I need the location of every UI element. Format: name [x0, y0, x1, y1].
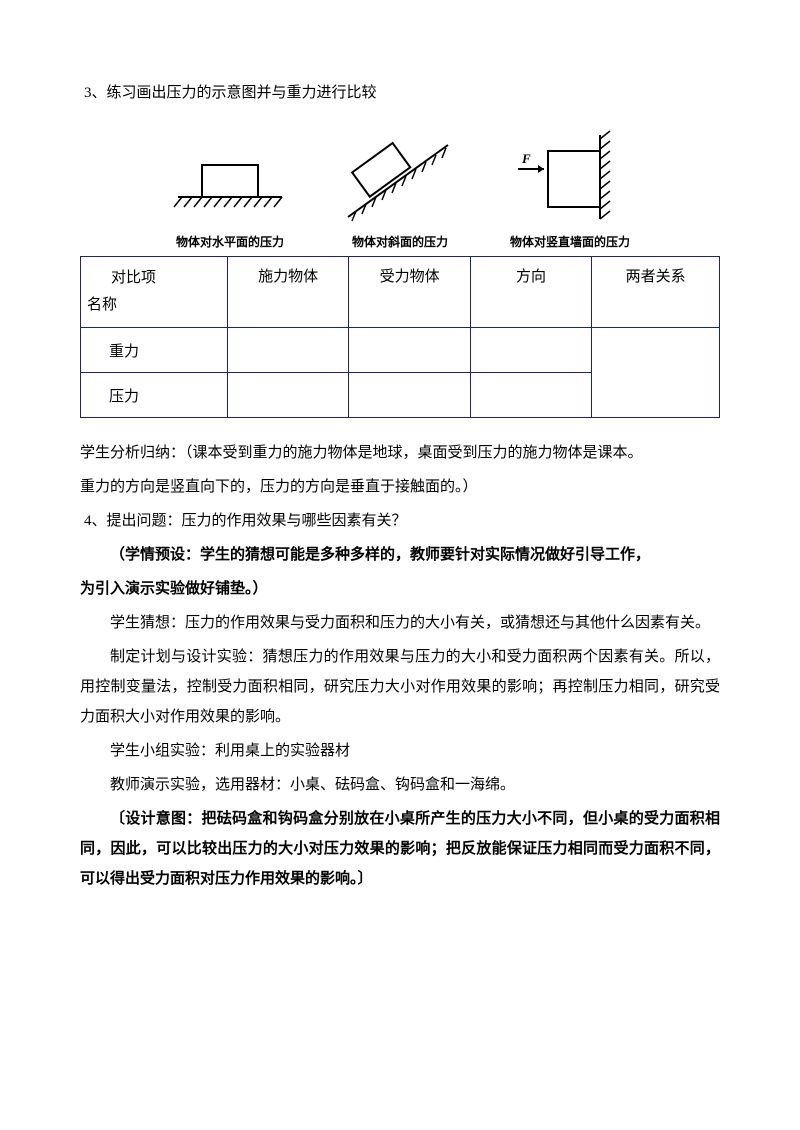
student-exp: 学生小组实验：利用桌上的实验器材	[80, 736, 720, 766]
plan-para: 制定计划与设计实验：猜想压力的作用效果与压力的大小和受力面积两个因素有关。所以，…	[80, 642, 720, 732]
diagram2: 物体对斜面的压力	[330, 127, 470, 250]
force-label: F	[521, 151, 531, 166]
th-col1-line2: 名称	[87, 292, 117, 319]
section3-title: 3、练习画出压力的示意图并与重力进行比较	[84, 80, 720, 107]
diagram1: 物体对水平面的压力	[160, 127, 300, 250]
row2-name: 压力	[81, 373, 228, 418]
table-header-row: 对比项 名称 施力物体 受力物体 方向 两者关系	[81, 257, 720, 328]
th-col4: 方向	[470, 257, 591, 328]
diagram1-caption: 物体对水平面的压力	[176, 233, 284, 250]
analysis-line2: 重力的方向是竖直向下的，压力的方向是垂直于接触面的。）	[80, 472, 720, 502]
diagram3: F 物体对竖直墙面的压力	[500, 127, 640, 250]
diagram3-caption: 物体对竖直墙面的压力	[510, 233, 630, 250]
th-col2: 施力物体	[227, 257, 348, 328]
diagrams-row: 物体对水平面的压力	[80, 127, 720, 250]
teacher-exp: 教师演示实验，选用器材：小桌、砝码盒、钩码盒和一海绵。	[80, 770, 720, 800]
th-col5: 两者关系	[592, 257, 720, 328]
cell	[349, 328, 470, 373]
diagram1-svg	[160, 127, 300, 227]
compare-table: 对比项 名称 施力物体 受力物体 方向 两者关系 重力 压力	[80, 256, 720, 418]
design-intent: 〔设计意图：把砝码盒和钩码盒分别放在小桌所产生的压力大小不同，但小桌的受力面积相…	[80, 804, 720, 894]
th-col1-line1: 对比项	[87, 265, 156, 292]
table-row: 重力	[81, 328, 720, 373]
th-col3: 受力物体	[349, 257, 470, 328]
th-col1: 对比项 名称	[81, 257, 228, 328]
cell	[470, 328, 591, 373]
cell	[227, 328, 348, 373]
presup-line1: （学情预设：学生的猜想可能是多种多样的，教师要针对实际情况做好引导工作，	[80, 540, 720, 570]
guess-para: 学生猜想：压力的作用效果与受力面积和压力的大小有关，或猜想还与其他什么因素有关。	[80, 608, 720, 638]
cell-merged	[592, 328, 720, 418]
diagram2-svg	[330, 127, 470, 227]
cell	[349, 373, 470, 418]
cell	[227, 373, 348, 418]
diagram3-svg: F	[500, 127, 640, 227]
analysis-line1: 学生分析归纳：（课本受到重力的施力物体是地球，桌面受到压力的施力物体是课本。	[80, 438, 720, 468]
diagram2-caption: 物体对斜面的压力	[352, 233, 448, 250]
presup-line2: 为引入演示实验做好铺垫。）	[80, 574, 720, 604]
cell	[470, 373, 591, 418]
section4-title: 4、提出问题：压力的作用效果与哪些因素有关？	[84, 506, 720, 536]
row1-name: 重力	[81, 328, 228, 373]
